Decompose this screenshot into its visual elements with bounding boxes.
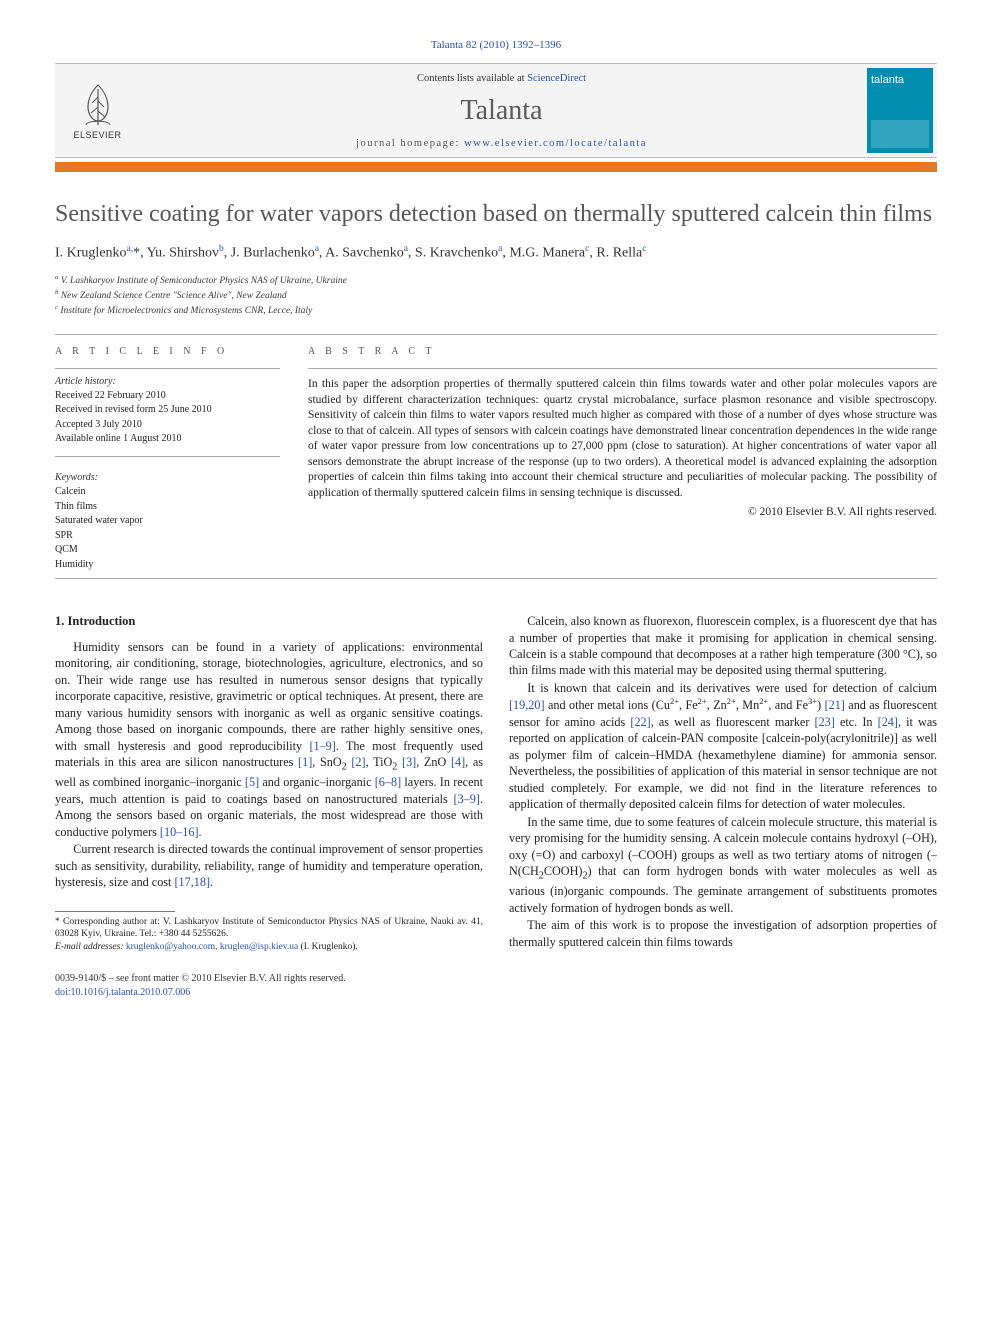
email-person: (I. Kruglenko). [301, 942, 358, 952]
info-abstract-row: A R T I C L E I N F O Article history: R… [55, 335, 937, 579]
journal-homepage: journal homepage: www.elsevier.com/locat… [140, 137, 863, 151]
citation-line: Talanta 82 (2010) 1392–1396 [55, 38, 937, 53]
accent-rule [55, 162, 937, 172]
homepage-prefix: journal homepage: [356, 138, 464, 149]
keyword: Calcein [55, 485, 280, 499]
keywords-block: Keywords: CalceinThin filmsSaturated wat… [55, 471, 280, 572]
rule-below-abstract [55, 578, 937, 579]
publisher-logo[interactable]: ELSEVIER [55, 64, 140, 157]
history-list: Received 22 February 2010Received in rev… [55, 389, 280, 446]
article-info-col: A R T I C L E I N F O Article history: R… [55, 345, 280, 573]
abstract-copyright: © 2010 Elsevier B.V. All rights reserved… [308, 505, 937, 521]
journal-header-band: ELSEVIER Contents lists available at Sci… [55, 63, 937, 158]
sciencedirect-link[interactable]: ScienceDirect [527, 73, 586, 84]
affiliation: c Institute for Microelectronics and Mic… [55, 304, 937, 318]
journal-title: Talanta [140, 92, 863, 130]
paragraph: Humidity sensors can be found in a varie… [55, 639, 483, 840]
paragraph: In the same time, due to some features o… [509, 814, 937, 917]
affiliation: b New Zealand Science Centre "Science Al… [55, 289, 937, 303]
right-column: Calcein, also known as fluorexon, fluore… [509, 613, 937, 954]
abstract-rule [308, 368, 937, 369]
email-label: E-mail addresses: [55, 942, 124, 952]
elsevier-tree-icon [78, 79, 118, 127]
keyword: SPR [55, 529, 280, 543]
keyword: Humidity [55, 558, 280, 572]
history-item: Available online 1 August 2010 [55, 432, 280, 446]
contents-lists-line: Contents lists available at ScienceDirec… [140, 72, 863, 86]
info-rule [55, 368, 280, 369]
right-paragraphs: Calcein, also known as fluorexon, fluore… [509, 613, 937, 950]
left-paragraphs: Humidity sensors can be found in a varie… [55, 639, 483, 891]
footnote-zone: * Corresponding author at: V. Lashkaryov… [55, 911, 483, 954]
production-line: 0039-9140/$ – see front matter © 2010 El… [55, 972, 937, 999]
publisher-name: ELSEVIER [73, 129, 121, 141]
journal-cover-thumb[interactable]: talanta [867, 68, 933, 153]
front-matter-line: 0039-9140/$ – see front matter © 2010 El… [55, 972, 937, 986]
abstract-label: A B S T R A C T [308, 345, 937, 359]
affiliation: a V. Lashkaryov Institute of Semiconduct… [55, 274, 937, 288]
body-columns: 1. Introduction Humidity sensors can be … [55, 613, 937, 954]
abstract-text: In this paper the adsorption properties … [308, 377, 937, 501]
cover-art [871, 120, 929, 148]
history-label: Article history: [55, 375, 280, 389]
history-item: Received 22 February 2010 [55, 389, 280, 403]
cover-title: talanta [871, 73, 929, 88]
article-info-label: A R T I C L E I N F O [55, 345, 280, 359]
info-rule-2 [55, 456, 280, 457]
contents-prefix: Contents lists available at [417, 73, 527, 84]
homepage-link[interactable]: www.elsevier.com/locate/talanta [464, 138, 647, 149]
footnote-rule [55, 911, 175, 912]
keywords-label: Keywords: [55, 471, 280, 485]
doi-link[interactable]: doi:10.1016/j.talanta.2010.07.006 [55, 987, 190, 998]
email-line: E-mail addresses: kruglenko@yahoo.com, k… [55, 941, 483, 954]
keyword: QCM [55, 543, 280, 557]
intro-heading: 1. Introduction [55, 613, 483, 630]
keyword: Saturated water vapor [55, 514, 280, 528]
abstract-col: A B S T R A C T In this paper the adsorp… [308, 345, 937, 573]
header-center: Contents lists available at ScienceDirec… [140, 64, 863, 157]
paragraph: It is known that calcein and its derivat… [509, 680, 937, 813]
history-item: Accepted 3 July 2010 [55, 418, 280, 432]
paragraph: Current research is directed towards the… [55, 841, 483, 890]
left-column: 1. Introduction Humidity sensors can be … [55, 613, 483, 954]
email-link[interactable]: kruglenko@yahoo.com, kruglen@isp.kiev.ua [126, 942, 298, 952]
page: Talanta 82 (2010) 1392–1396 ELSEVIER Con… [0, 0, 992, 1039]
history-item: Received in revised form 25 June 2010 [55, 403, 280, 417]
affiliations-block: a V. Lashkaryov Institute of Semiconduct… [55, 274, 937, 318]
keywords-list: CalceinThin filmsSaturated water vaporSP… [55, 485, 280, 571]
paragraph: Calcein, also known as fluorexon, fluore… [509, 613, 937, 679]
authors-line: I. Kruglenkoa,*, Yu. Shirshovb, J. Burla… [55, 243, 937, 264]
paragraph: The aim of this work is to propose the i… [509, 917, 937, 950]
corresponding-author-note: * Corresponding author at: V. Lashkaryov… [55, 916, 483, 942]
keyword: Thin films [55, 500, 280, 514]
article-title: Sensitive coating for water vapors detec… [55, 200, 937, 229]
